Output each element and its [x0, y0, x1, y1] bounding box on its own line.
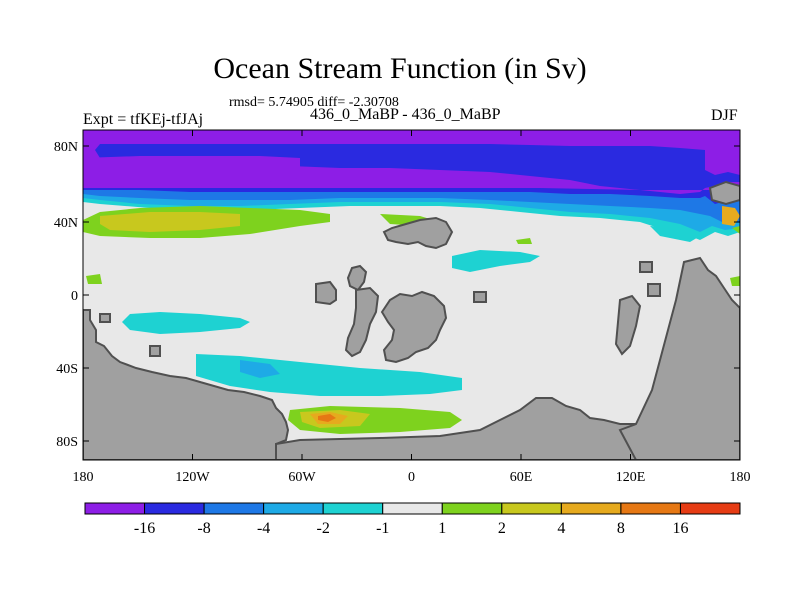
colorbar-swatch	[263, 502, 324, 515]
east-green-patch	[730, 276, 740, 286]
y-tick-label: 40N	[54, 216, 78, 231]
x-tick-label: 120E	[616, 470, 646, 485]
x-tick-label: 180	[73, 470, 94, 485]
east-boundary-orange-eddy	[722, 206, 740, 226]
colorbar-label: -1	[376, 520, 389, 537]
land-central-island-long	[315, 280, 337, 306]
land-northeast-wedge	[708, 180, 740, 206]
land-island-east-2	[647, 283, 661, 297]
period-label: 436_0_MaBP - 436_0_MaBP	[310, 106, 501, 123]
y-tick-label: 0	[71, 289, 78, 304]
colorbar-label: -4	[257, 520, 270, 537]
y-tick-label: 80S	[56, 435, 78, 450]
colorbar-swatch	[144, 502, 205, 515]
east-boundary-green-eddy	[732, 226, 740, 234]
east-boundary-blue-patch	[650, 226, 700, 242]
colorbar-swatch	[679, 502, 741, 515]
land-island-east-3	[614, 294, 642, 356]
y-tick-label: 80N	[54, 140, 78, 155]
y-tick-label: 40S	[56, 362, 78, 377]
southern-red-core	[318, 414, 336, 422]
colorbar-swatch	[203, 502, 265, 515]
x-tick-label: 0	[408, 470, 415, 485]
x-tick-label: 60W	[288, 470, 316, 485]
colorbar-swatch	[382, 502, 443, 515]
land-island-west-2	[149, 345, 161, 357]
mid-green-dash	[516, 238, 532, 244]
west-green-patch	[86, 274, 102, 284]
colorbar-label: 1	[438, 520, 446, 537]
x-tick-label: 120W	[175, 470, 210, 485]
season-label: DJF	[711, 107, 738, 124]
land-central-peninsula	[344, 286, 380, 358]
land-americas	[83, 309, 290, 460]
colorbar-label: 16	[672, 520, 688, 537]
colorbar-label: -16	[134, 520, 155, 537]
stats-subtitle: rmsd= 5.74905 diff= -2.30708	[229, 95, 399, 110]
land-island-east-1	[639, 261, 653, 273]
tropical-cyan-patch-indian	[452, 250, 540, 272]
colorbar-label: -2	[317, 520, 330, 537]
map-field	[83, 130, 740, 460]
colorbar-swatch	[560, 502, 622, 515]
southern-blue-core	[240, 360, 280, 378]
colorbar-swatch	[620, 502, 681, 515]
tropical-cyan-patch-pacific	[122, 312, 250, 334]
colorbar: -16 -8 -4 -2 -1 1 2 4 8 16	[84, 502, 741, 537]
colorbar-swatch	[441, 502, 503, 515]
colorbar-swatch	[501, 502, 562, 515]
north-positive-band-yellow	[100, 212, 240, 232]
map-title: Ocean Stream Function (in Sv)	[213, 52, 587, 85]
north-gyre-inner-purple	[83, 156, 300, 188]
x-tick-label: 180	[730, 470, 751, 485]
x-tick-label: 60E	[510, 470, 533, 485]
x-axis: 180 120W 60W 0 60E 120E 180	[73, 130, 751, 485]
land-island-west-1	[99, 313, 111, 323]
land-island-indian	[473, 291, 487, 303]
colorbar-label: -8	[197, 520, 210, 537]
colorbar-label: 8	[617, 520, 625, 537]
colorbar-swatch	[84, 502, 146, 515]
experiment-label: Expt = tfKEj-tfJAj	[83, 111, 204, 128]
colorbar-label: 4	[557, 520, 565, 537]
land-europe	[382, 216, 454, 250]
y-axis: 80N 40N 0 40S 80S	[54, 140, 740, 450]
colorbar-label: 2	[498, 520, 506, 537]
land-asia-australia	[618, 256, 740, 460]
land-masses	[83, 180, 740, 460]
land-africa	[380, 290, 448, 364]
land-central-island-north	[346, 264, 368, 292]
colorbar-swatch	[322, 502, 384, 515]
